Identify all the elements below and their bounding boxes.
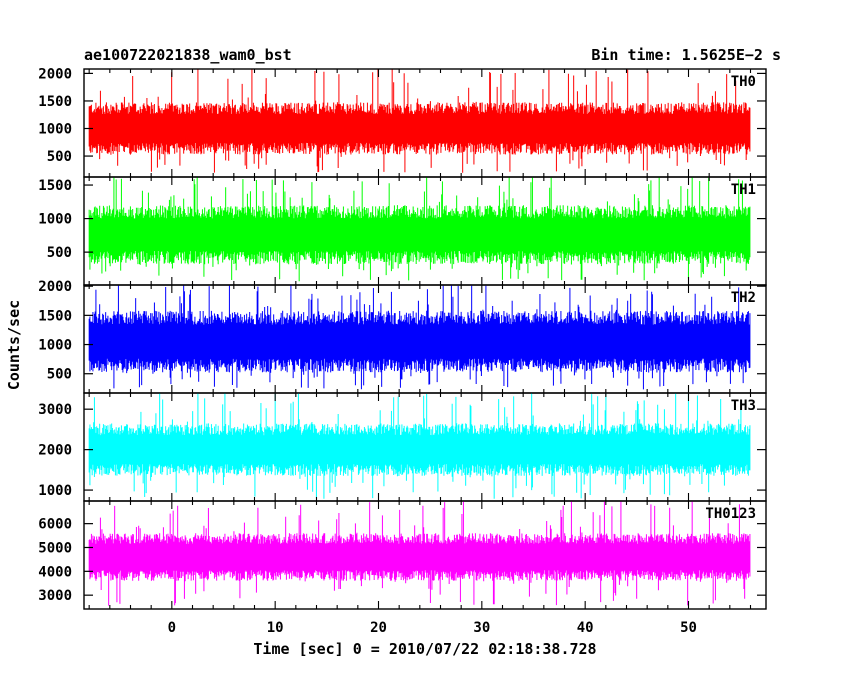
- y-tick-label: 3000: [38, 402, 72, 418]
- panel-th3: 1000 2000 3000 TH3: [38, 392, 767, 502]
- bin-time-label: Bin time: 1.5625E−2 s: [591, 46, 781, 64]
- y-tick-label: 6000: [38, 517, 72, 533]
- x-axis-label: Time [sec] 0 = 2010/07/22 02:18:38.728: [253, 640, 596, 658]
- panel-th2: 500 1000 1500 2000 TH2: [38, 279, 767, 394]
- y-axis-label: Counts/sec: [5, 300, 23, 390]
- y-tick-label: 1000: [38, 212, 72, 228]
- x-tick-label: 40: [577, 620, 594, 636]
- panel-th1: 500 1000 1500 TH1: [38, 176, 767, 286]
- y-tick-label: 500: [47, 149, 72, 165]
- panel-label: TH2: [731, 290, 756, 306]
- panel-label: TH0123: [705, 506, 756, 522]
- x-tick-label: 20: [370, 620, 387, 636]
- series-th0123: [88, 501, 751, 606]
- series-th1: [88, 177, 751, 282]
- x-tick-label: 30: [473, 620, 490, 636]
- x-tick-label: 50: [680, 620, 697, 636]
- x-tick-label: 0: [168, 620, 176, 636]
- y-tick-label: 2000: [38, 279, 72, 295]
- y-tick-label: 1000: [38, 483, 72, 499]
- panel-label: TH1: [731, 182, 756, 198]
- y-tick-label: 5000: [38, 540, 72, 556]
- y-tick-label: 2000: [38, 443, 72, 459]
- y-tick-label: 1500: [38, 94, 72, 110]
- panel-frame: [83, 500, 767, 610]
- y-tick-label: 2000: [38, 66, 72, 82]
- y-tick-label: 3000: [38, 588, 72, 604]
- series-th0: [88, 69, 751, 173]
- y-tick-label: 500: [47, 245, 72, 261]
- y-tick-label: 1500: [38, 178, 72, 194]
- x-tick-label: 10: [267, 620, 284, 636]
- y-tick-label: 4000: [38, 564, 72, 580]
- y-tick-label: 1000: [38, 122, 72, 138]
- chart-title: ae100722021838_wam0_bst: [84, 46, 292, 64]
- series-th2: [88, 285, 751, 390]
- panel-label: TH0: [731, 74, 756, 90]
- panel-th0123: 3000 4000 5000 6000 TH0123: [38, 500, 767, 610]
- y-tick-label: 500: [47, 367, 72, 383]
- panel-th0: 500 1000 1500 2000 TH0: [38, 66, 767, 178]
- panel-label: TH3: [731, 398, 756, 414]
- y-tick-label: 1000: [38, 338, 72, 354]
- series-th3: [88, 393, 751, 499]
- x-axis: 0 10 20 30 40 50: [168, 620, 697, 636]
- y-tick-label: 1500: [38, 308, 72, 324]
